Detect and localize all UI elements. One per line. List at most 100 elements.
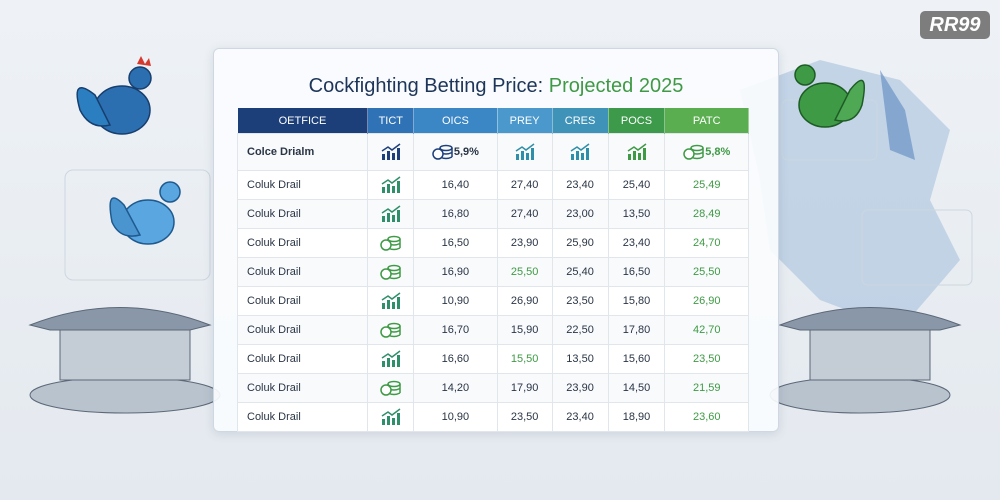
column-header: PATC xyxy=(664,108,749,134)
value-cell: 22,50 xyxy=(551,315,609,345)
value-cell: 24,70 xyxy=(664,228,749,258)
icon-cell xyxy=(551,133,609,171)
value-cell: 15,80 xyxy=(607,286,666,316)
title-main: Cockfighting Betting Price: xyxy=(308,75,544,97)
value-cell: 25,40 xyxy=(607,170,666,200)
row-name: Coluk Drail xyxy=(236,199,369,229)
value-cell: 23,60 xyxy=(664,402,749,432)
column-header: TICT xyxy=(367,108,415,134)
value-cell: 25,90 xyxy=(551,228,609,258)
price-panel: Cockfighting Betting Price: Projected 20… xyxy=(213,48,779,432)
table-row: Coluk Drail 16,70 15,90 22,50 17,80 42,70 xyxy=(236,315,749,345)
value-cell: 23,40 xyxy=(551,170,609,200)
value-cell: 5,8% xyxy=(664,133,749,171)
value-cell: 16,50 xyxy=(607,257,666,287)
column-header: POCS xyxy=(608,108,666,134)
value-cell: 16,90 xyxy=(413,257,498,287)
value-cell: 26,90 xyxy=(664,286,749,316)
row-name: Colce Drialm xyxy=(236,133,369,171)
icon-cell xyxy=(367,402,415,432)
row-name: Coluk Drail xyxy=(236,228,369,258)
chart-icon xyxy=(570,143,590,160)
icon-cell xyxy=(367,286,415,316)
chart-icon xyxy=(381,408,401,425)
row-name: Coluk Drail xyxy=(236,286,369,316)
table-body: Colce Drialm 5,9% 5,8% Coluk Drail 16,40 27,4… xyxy=(236,133,749,432)
value-cell: 13,50 xyxy=(607,199,666,229)
icon-cell xyxy=(367,344,415,374)
chart-icon xyxy=(627,143,646,160)
title: Cockfighting Betting Price: Projected 20… xyxy=(214,75,778,98)
chart-icon xyxy=(381,292,401,309)
value-cell: 14,20 xyxy=(413,373,498,403)
coin-icon xyxy=(683,144,704,160)
table-row: Coluk Drail 14,20 17,90 23,90 14,50 21,59 xyxy=(236,373,749,403)
icon-cell xyxy=(607,133,666,171)
row-name: Coluk Drail xyxy=(236,344,369,374)
coin-icon xyxy=(380,235,401,251)
chart-icon xyxy=(381,205,401,222)
value-cell: 27,40 xyxy=(496,199,553,229)
icon-cell xyxy=(367,170,415,200)
value-cell: 25,50 xyxy=(496,257,553,287)
row-name: Coluk Drail xyxy=(236,373,369,403)
table-row: Coluk Drail 10,90 23,50 23,40 18,90 23,60 xyxy=(236,402,749,432)
value: 5,9% xyxy=(453,145,479,158)
table-row: Coluk Drail 16,90 25,50 25,40 16,50 25,50 xyxy=(236,257,749,287)
icon-cell xyxy=(367,133,415,171)
row-name: Coluk Drail xyxy=(236,315,369,345)
value-cell: 23,50 xyxy=(551,286,609,316)
value-cell: 5,9% xyxy=(413,133,498,171)
value-cell: 28,49 xyxy=(664,199,749,229)
value-cell: 10,90 xyxy=(413,402,498,432)
chart-icon xyxy=(381,176,401,193)
row-name: Coluk Drail xyxy=(236,170,369,200)
value: 5,8% xyxy=(705,145,731,158)
row-name: Coluk Drail xyxy=(236,402,369,432)
coin-icon xyxy=(380,380,401,396)
icon-cell xyxy=(496,133,553,171)
icon-cell xyxy=(367,315,415,345)
table-row: Coluk Drail 16,50 23,90 25,90 23,40 24,70 xyxy=(236,228,749,258)
row-name: Coluk Drail xyxy=(236,257,369,287)
icon-cell xyxy=(367,199,415,229)
column-header: CRES xyxy=(552,108,609,134)
value-cell: 23,00 xyxy=(551,199,609,229)
value-cell: 23,40 xyxy=(607,228,666,258)
icon-cell xyxy=(367,257,415,287)
table-row: Coluk Drail 16,40 27,40 23,40 25,40 25,49 xyxy=(236,170,749,200)
price-table: OETFICE TICT OICS PREY CRES POCS PATC Colce Dr… xyxy=(236,108,749,432)
value-cell: 23,50 xyxy=(496,402,553,432)
header-row: OETFICE TICT OICS PREY CRES POCS PATC xyxy=(237,108,749,134)
value-cell: 16,80 xyxy=(413,199,498,229)
highlight-row: Colce Drialm 5,9% 5,8% xyxy=(236,133,749,171)
value-cell: 21,59 xyxy=(664,373,749,403)
column-header: PREY xyxy=(497,108,553,134)
value-cell: 25,40 xyxy=(551,257,609,287)
chart-icon xyxy=(381,350,401,367)
value-cell: 26,90 xyxy=(496,286,553,316)
icon-cell xyxy=(367,373,415,403)
value-cell: 25,50 xyxy=(664,257,749,287)
coin-icon xyxy=(380,264,401,280)
chart-icon xyxy=(515,143,535,160)
value-cell: 42,70 xyxy=(664,315,749,345)
column-header: OICS xyxy=(413,108,498,134)
value-cell: 16,50 xyxy=(413,228,498,258)
coin-icon xyxy=(380,322,401,338)
value-cell: 16,40 xyxy=(413,170,498,200)
value-cell: 17,90 xyxy=(496,373,553,403)
table-row: Coluk Drail 10,90 26,90 23,50 15,80 26,90 xyxy=(236,286,749,316)
value-cell: 15,50 xyxy=(496,344,553,374)
table-row: Coluk Drail 16,80 27,40 23,00 13,50 28,49 xyxy=(236,199,749,229)
logo: RR99 xyxy=(920,11,990,39)
coin-icon xyxy=(432,144,453,160)
value-cell: 23,50 xyxy=(664,344,749,374)
value-cell: 13,50 xyxy=(551,344,609,374)
value-cell: 23,90 xyxy=(551,373,609,403)
value-cell: 16,70 xyxy=(413,315,498,345)
value-cell: 23,40 xyxy=(551,402,609,432)
value-cell: 10,90 xyxy=(413,286,498,316)
